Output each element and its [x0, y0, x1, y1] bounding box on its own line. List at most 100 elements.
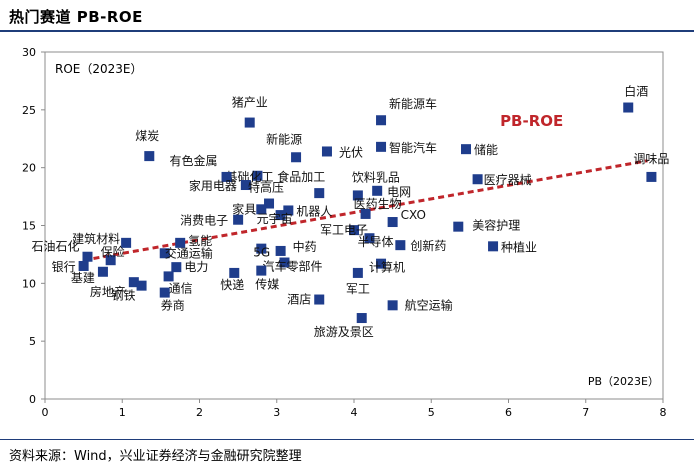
- point-label: 5G: [253, 246, 270, 260]
- data-point: [387, 300, 398, 311]
- data-point: [159, 248, 170, 259]
- point-label: 旅游及景区: [314, 325, 374, 339]
- data-point: [453, 221, 464, 232]
- point-label: 银行: [52, 260, 76, 274]
- point-label: 特高压: [248, 180, 284, 195]
- point-label: 快递: [220, 278, 244, 292]
- data-point: [472, 174, 483, 185]
- point-label: 白酒: [624, 84, 648, 99]
- data-point: [256, 204, 267, 215]
- data-point: [128, 277, 139, 288]
- data-point: [461, 144, 472, 155]
- data-point: [240, 180, 251, 191]
- data-point: [264, 198, 275, 209]
- point-label: 酒店: [287, 293, 311, 307]
- data-point: [283, 205, 294, 216]
- y-axis-title: ROE（2023E）: [55, 62, 143, 76]
- data-point: [82, 251, 93, 262]
- x-tick-label: 8: [660, 406, 667, 419]
- data-point: [252, 170, 263, 181]
- point-label: 猪产业: [232, 96, 268, 110]
- point-label: 电网: [387, 185, 411, 199]
- point-label: 有色金属: [170, 153, 218, 168]
- data-point: [314, 188, 325, 199]
- y-tick-label: 20: [22, 162, 36, 175]
- x-tick-label: 5: [428, 406, 435, 419]
- x-tick-label: 1: [119, 406, 126, 419]
- point-label: 氢能: [188, 233, 212, 248]
- y-tick-label: 30: [22, 46, 36, 59]
- data-point: [97, 266, 108, 277]
- y-tick-label: 0: [29, 393, 36, 406]
- point-label: 光伏: [339, 145, 363, 159]
- point-label: 新能源: [266, 131, 302, 146]
- data-point: [229, 267, 240, 278]
- point-label: 通信: [169, 281, 193, 295]
- point-label: 计算机: [369, 260, 405, 275]
- data-point: [256, 265, 267, 276]
- source-note: 资料来源：Wind，兴业证券经济与金融研究院整理: [9, 449, 302, 464]
- point-label: 建筑材料: [72, 231, 120, 246]
- data-point: [244, 117, 255, 128]
- y-tick-label: 25: [22, 104, 36, 117]
- x-tick-label: 7: [582, 406, 589, 419]
- data-point: [395, 240, 406, 251]
- data-point: [291, 152, 302, 163]
- data-point: [78, 260, 89, 271]
- point-label: 交通运输: [165, 245, 213, 260]
- point-label: 智能汽车: [389, 140, 437, 155]
- point-label: 军工电子: [320, 223, 368, 237]
- point-label: 储能: [474, 142, 498, 157]
- data-point: [279, 257, 290, 268]
- point-label: 医药生物: [354, 197, 402, 211]
- point-label: 传媒: [255, 277, 279, 292]
- data-point: [275, 210, 286, 221]
- point-label: 保险: [101, 244, 125, 259]
- data-point: [376, 258, 387, 269]
- data-point: [349, 225, 359, 236]
- point-label: 美容护理: [472, 218, 520, 233]
- data-point: [314, 294, 325, 305]
- x-tick-label: 2: [196, 406, 203, 419]
- data-point: [121, 237, 132, 248]
- point-label: 元宇宙: [257, 211, 293, 226]
- data-point: [360, 208, 371, 219]
- data-point: [144, 151, 155, 162]
- point-label: 军工: [346, 282, 370, 296]
- point-label: 航空运输: [405, 297, 453, 312]
- data-point: [175, 237, 186, 248]
- y-tick-label: 10: [22, 277, 36, 290]
- data-point: [646, 171, 657, 182]
- x-tick-label: 0: [42, 406, 49, 419]
- point-label: 半导体: [357, 235, 393, 249]
- data-point: [256, 243, 267, 254]
- data-point: [623, 102, 634, 113]
- data-point: [275, 245, 286, 256]
- data-point: [352, 267, 363, 278]
- point-label: 机器人: [296, 204, 332, 218]
- data-point: [387, 217, 398, 228]
- page-title: 热门赛道 PB-ROE: [9, 8, 143, 26]
- point-label: 家用电器: [189, 178, 237, 193]
- point-label: 煤炭: [135, 129, 159, 143]
- point-label: 电力: [184, 260, 208, 274]
- point-label: 饮料乳品: [352, 170, 400, 184]
- point-label: 汽车零部件: [262, 259, 322, 274]
- point-label: 券商: [161, 298, 185, 313]
- data-point: [356, 313, 367, 324]
- data-point: [376, 115, 387, 126]
- point-label: 创新药: [410, 238, 446, 253]
- data-point: [159, 287, 170, 298]
- footer-divider: [0, 439, 694, 440]
- y-tick-label: 5: [29, 335, 36, 348]
- point-label: CXO: [401, 208, 426, 222]
- data-point: [488, 241, 499, 252]
- data-point: [233, 214, 244, 225]
- title-divider: [0, 30, 694, 32]
- point-label: 新能源车: [389, 96, 437, 111]
- x-tick-label: 6: [505, 406, 512, 419]
- data-point: [372, 185, 383, 196]
- point-label: 家具: [232, 201, 256, 216]
- point-label: 医疗器械: [484, 172, 532, 187]
- data-point: [163, 271, 174, 282]
